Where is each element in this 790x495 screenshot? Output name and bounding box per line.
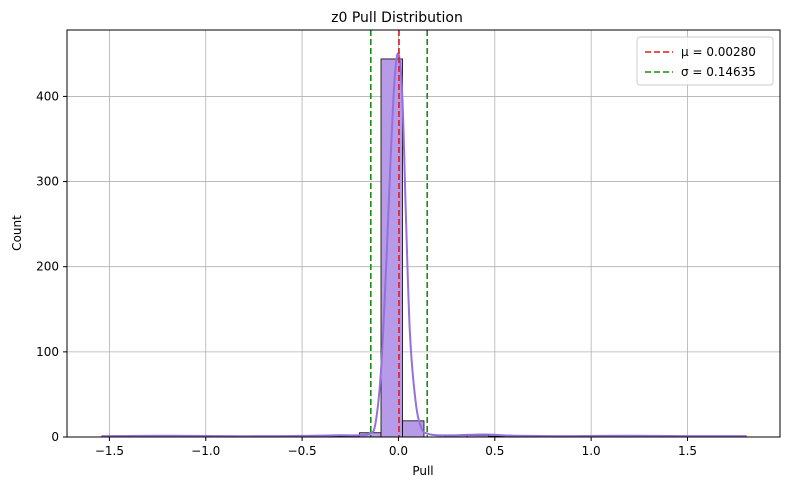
legend: μ = 0.00280 σ = 0.14635 [636, 36, 774, 86]
y-tick-label: 100 [36, 345, 59, 359]
x-tick-label: −1.5 [95, 444, 124, 458]
histogram-bars [101, 58, 747, 438]
plot-frame [66, 29, 781, 438]
y-axis-ticks: 0 100 200 300 400 [36, 89, 67, 444]
x-tick-label: 0.0 [389, 444, 408, 458]
x-tick-label: −0.5 [288, 444, 317, 458]
kde-curve-group [101, 52, 747, 438]
x-tick-label: 0.5 [485, 444, 504, 458]
chart-title: z0 Pull Distribution [331, 10, 463, 26]
x-axis-label: Pull [412, 464, 433, 478]
y-axis-label: Count [10, 215, 24, 251]
y-tick-label: 400 [36, 89, 59, 103]
legend-box [636, 36, 774, 86]
legend-label: μ = 0.00280 [681, 45, 756, 59]
reference-lines [369, 30, 428, 437]
kde-curve [101, 52, 747, 438]
y-tick-label: 0 [51, 430, 59, 444]
x-tick-label: 1.0 [582, 444, 601, 458]
x-tick-label: −1.0 [191, 444, 220, 458]
y-tick-label: 200 [36, 260, 59, 274]
legend-label: σ = 0.14635 [681, 65, 756, 79]
grid-lines [67, 30, 780, 438]
x-tick-label: 1.5 [678, 444, 697, 458]
y-tick-label: 300 [36, 175, 59, 189]
x-axis-ticks: −1.5 −1.0 −0.5 0.0 0.5 1.0 1.5 [95, 437, 697, 458]
